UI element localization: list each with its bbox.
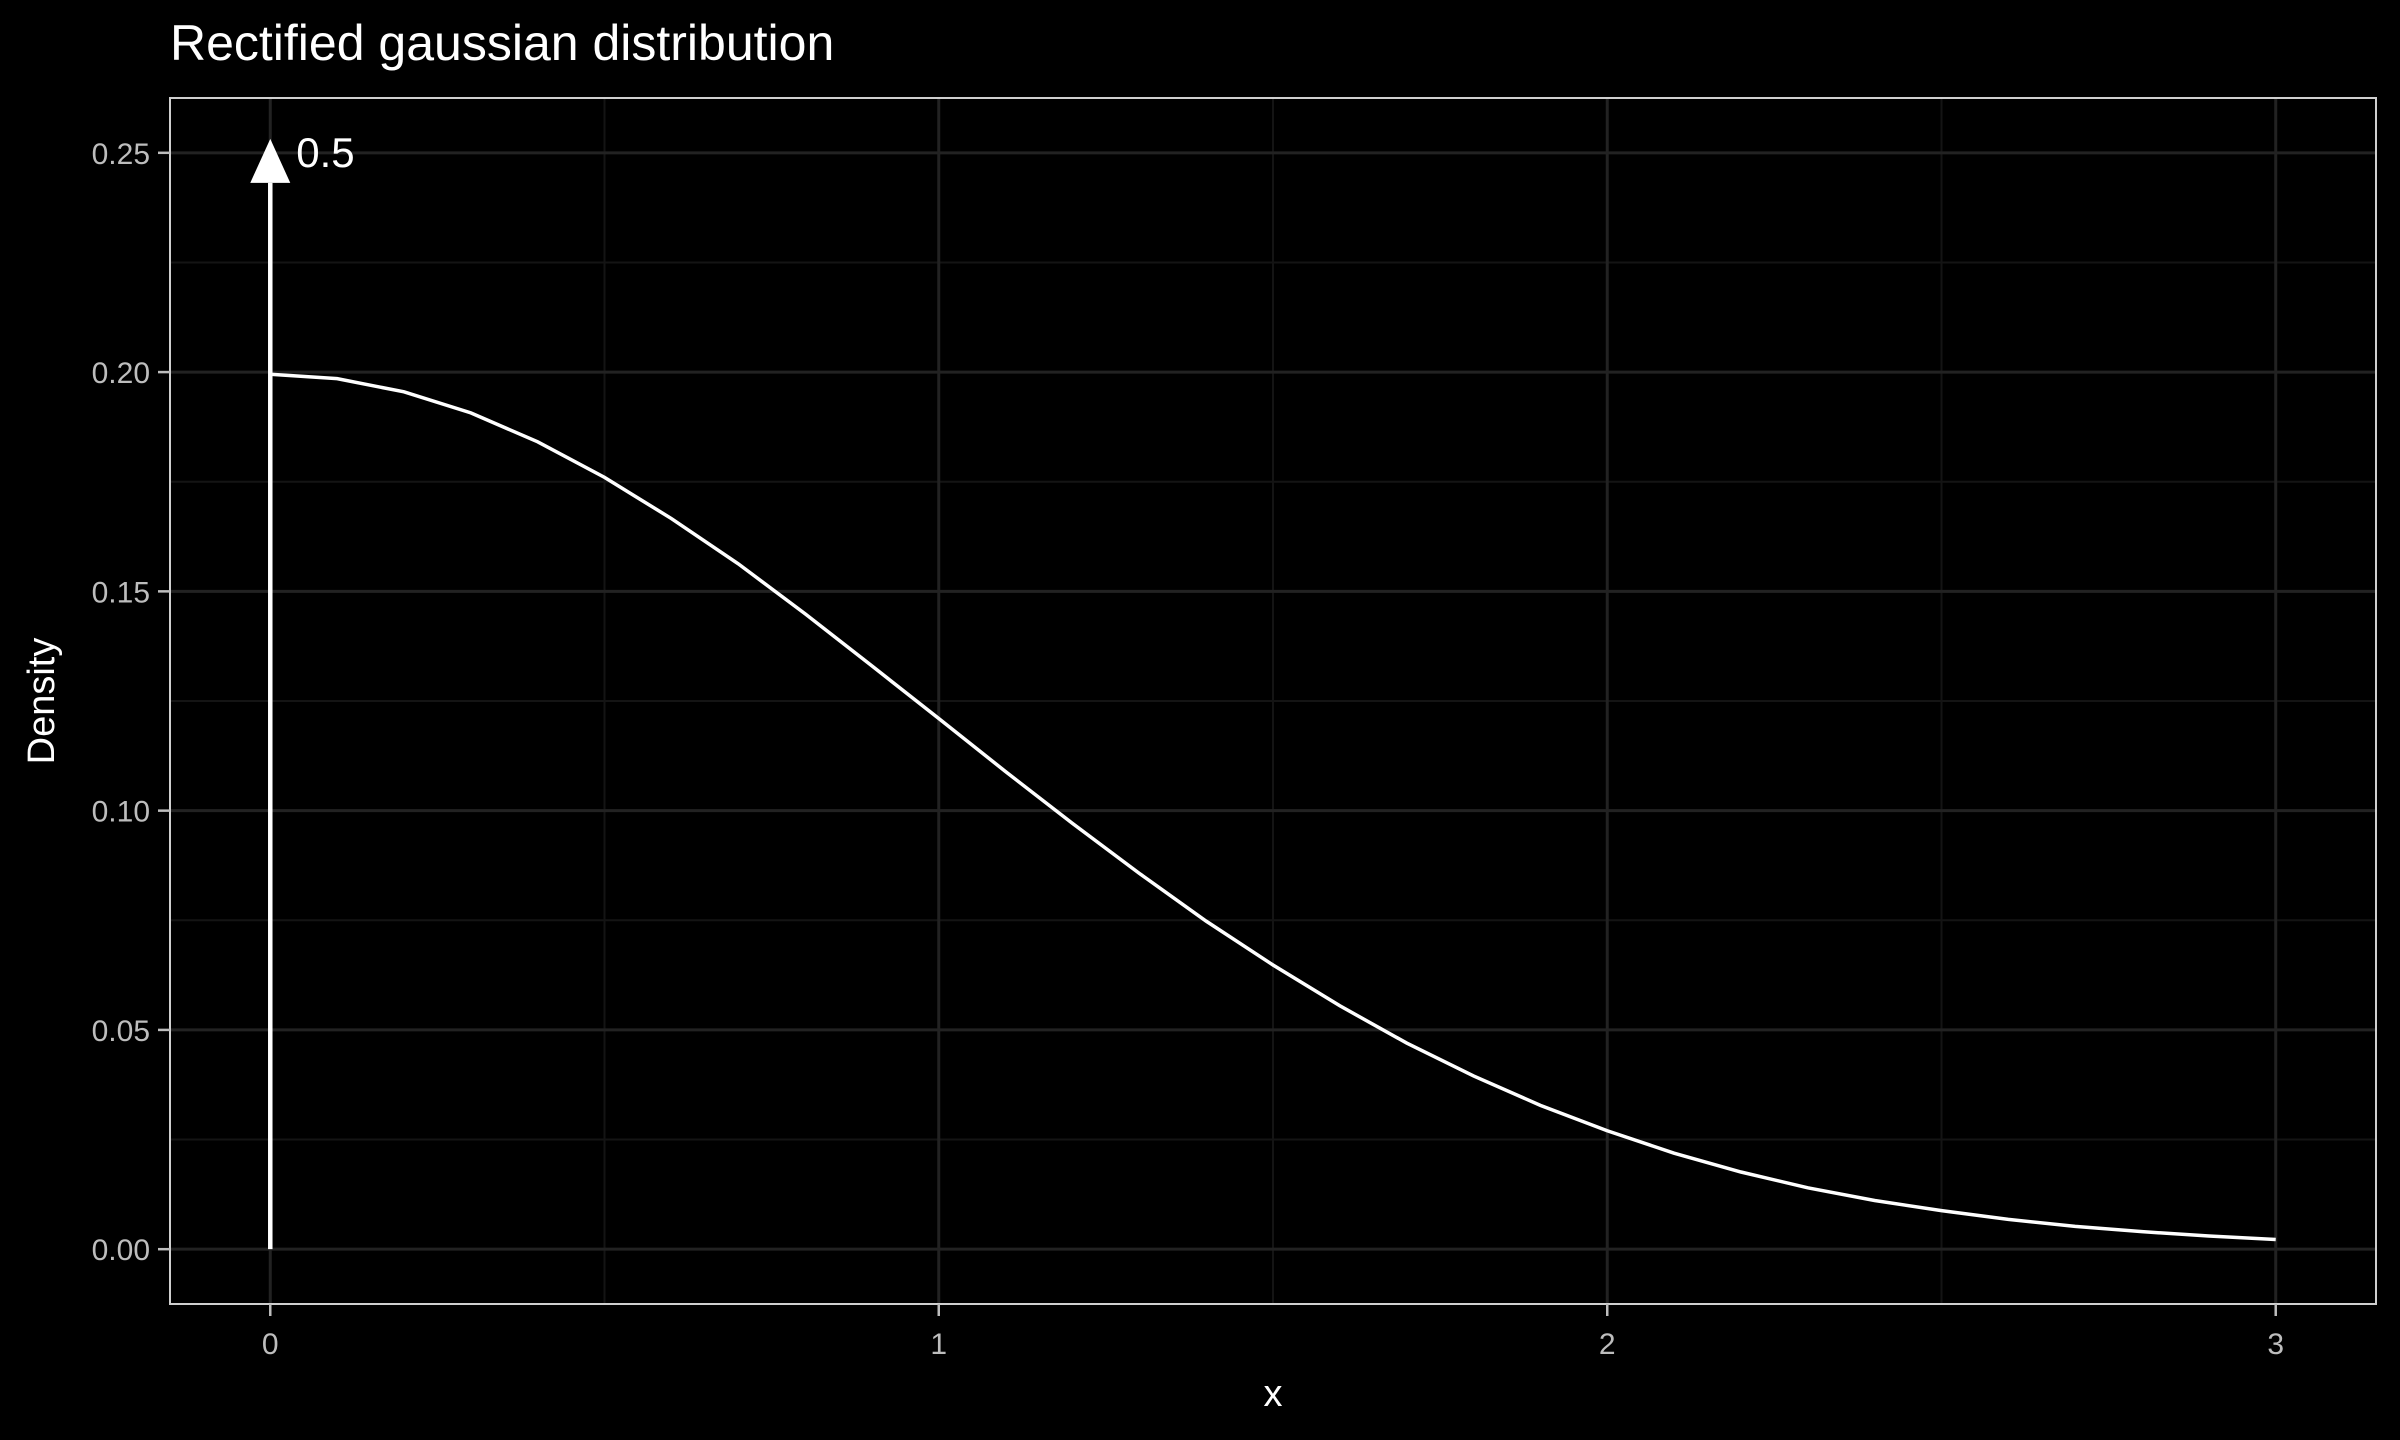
- density-curve: [270, 372, 2276, 1242]
- y-axis: 0.00 0.05 0.10 0.15 0.20 0.25: [92, 138, 170, 1267]
- y-tick-label: 0.10: [92, 796, 150, 829]
- x-axis: 0 1 2 3: [262, 1304, 2284, 1361]
- point-mass-arrow-head: [250, 138, 291, 183]
- point-mass-label: 0.5: [296, 129, 354, 176]
- y-tick-label: 0.25: [92, 138, 150, 171]
- y-tick-label: 0.00: [92, 1234, 150, 1267]
- x-tick-label: 0: [262, 1328, 279, 1361]
- y-axis-title: Density: [21, 638, 63, 765]
- y-tick-label: 0.20: [92, 357, 150, 390]
- grid: [170, 98, 2376, 1304]
- plot-area: 0.5: [250, 129, 2276, 1250]
- x-tick-label: 2: [1599, 1328, 1616, 1361]
- y-tick-label: 0.05: [92, 1015, 150, 1048]
- y-tick-label: 0.15: [92, 576, 150, 609]
- chart-title: Rectified gaussian distribution: [170, 15, 834, 71]
- x-axis-title: x: [1264, 1373, 1283, 1415]
- x-tick-label: 3: [2267, 1328, 2284, 1361]
- panel-border: [169, 97, 2377, 1305]
- x-tick-label: 1: [930, 1328, 947, 1361]
